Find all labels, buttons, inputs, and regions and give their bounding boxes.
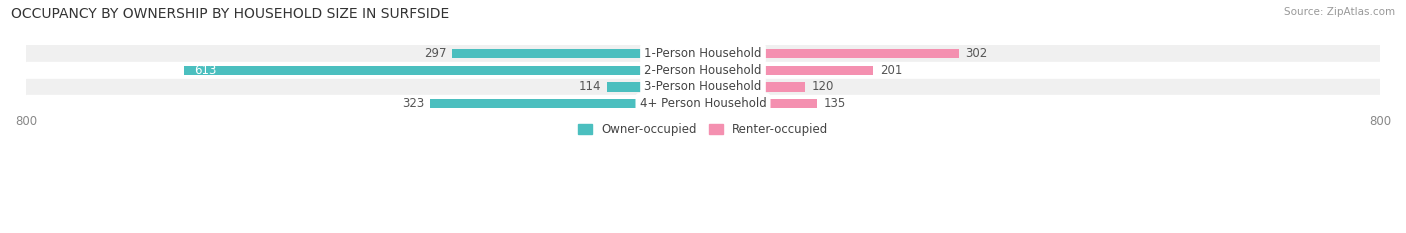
- Text: 201: 201: [880, 64, 903, 77]
- Bar: [451, 49, 703, 58]
- Text: 2-Person Household: 2-Person Household: [644, 64, 762, 77]
- Text: 3-Person Household: 3-Person Household: [644, 80, 762, 93]
- Bar: [184, 66, 703, 75]
- Bar: [27, 45, 1379, 62]
- Text: 4+ Person Household: 4+ Person Household: [640, 97, 766, 110]
- Bar: [27, 79, 1379, 95]
- Text: Source: ZipAtlas.com: Source: ZipAtlas.com: [1284, 7, 1395, 17]
- Bar: [27, 95, 1379, 112]
- Text: 302: 302: [966, 47, 987, 60]
- Bar: [430, 99, 703, 108]
- Legend: Owner-occupied, Renter-occupied: Owner-occupied, Renter-occupied: [572, 118, 834, 141]
- Bar: [27, 62, 1379, 79]
- Bar: [703, 66, 873, 75]
- Bar: [703, 49, 959, 58]
- Text: 297: 297: [425, 47, 447, 60]
- Text: 323: 323: [402, 97, 425, 110]
- Bar: [703, 82, 804, 92]
- Text: 1-Person Household: 1-Person Household: [644, 47, 762, 60]
- Text: 135: 135: [824, 97, 846, 110]
- Text: 114: 114: [579, 80, 602, 93]
- Text: 120: 120: [811, 80, 834, 93]
- Bar: [703, 99, 817, 108]
- Bar: [606, 82, 703, 92]
- Text: OCCUPANCY BY OWNERSHIP BY HOUSEHOLD SIZE IN SURFSIDE: OCCUPANCY BY OWNERSHIP BY HOUSEHOLD SIZE…: [11, 7, 450, 21]
- Text: 613: 613: [194, 64, 217, 77]
